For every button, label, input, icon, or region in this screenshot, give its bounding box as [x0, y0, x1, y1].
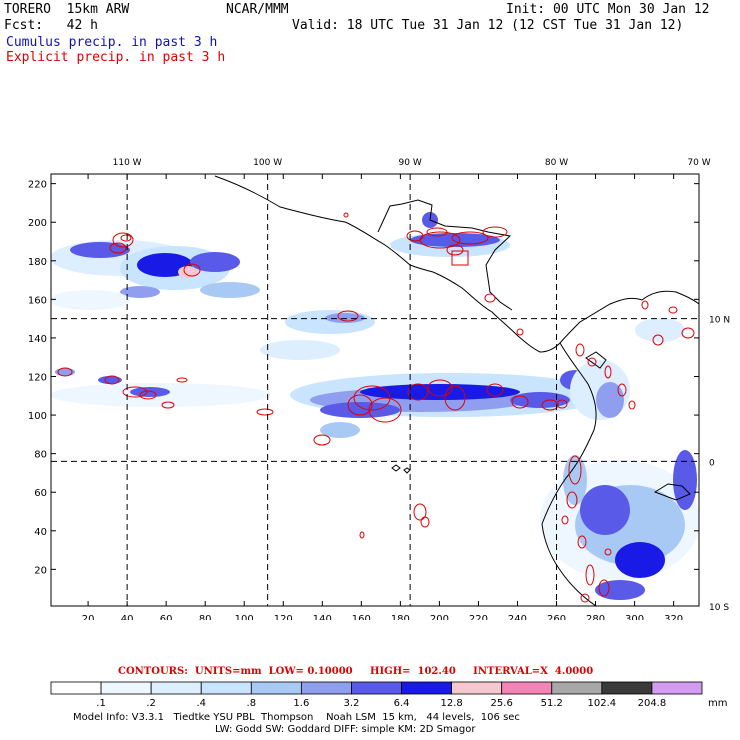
legend-swatch	[551, 681, 603, 695]
cumulus-precip-layer	[51, 212, 699, 600]
legend-level-label: 51.2	[541, 698, 563, 709]
x-tick-label: 220	[469, 614, 488, 620]
y-tick-label: 60	[34, 488, 47, 499]
valid-time: Valid: 18 UTC Tue 31 Jan 12 (12 CST Tue …	[292, 18, 684, 33]
legend-level-label: 204.8	[638, 698, 667, 709]
legend-level-label: 12.8	[440, 698, 462, 709]
legend-level-label: 102.4	[588, 698, 617, 709]
y-tick-label: 80	[34, 450, 47, 461]
longitude-label: 90 W	[399, 158, 422, 168]
legend-swatch	[451, 681, 503, 695]
x-tick-label: 120	[274, 614, 293, 620]
init-time: Init: 00 UTC Mon 30 Jan 12	[506, 2, 710, 17]
latitude-label: 10 S	[709, 603, 729, 613]
legend-swatch	[300, 681, 352, 695]
model-title: TORERO 15km ARW	[4, 2, 130, 17]
x-tick-label: 20	[82, 614, 95, 620]
coastline-layer	[214, 175, 699, 606]
legend-swatch	[250, 681, 302, 695]
legend-level-label: .1	[96, 698, 106, 709]
x-tick-label: 60	[160, 614, 173, 620]
x-tick-label: 160	[352, 614, 371, 620]
x-tick-label: 100	[235, 614, 254, 620]
legend-swatch	[50, 681, 102, 695]
legend-level-label: 1.6	[293, 698, 309, 709]
longitude-label: 110 W	[113, 158, 142, 168]
x-tick-label: 40	[121, 614, 134, 620]
y-tick-label: 40	[34, 527, 47, 538]
latitude-label: 0	[709, 458, 715, 468]
latitude-label: 10 N	[709, 316, 730, 326]
legend-swatch	[100, 681, 152, 695]
x-tick-label: 320	[664, 614, 683, 620]
y-tick-label: 180	[28, 257, 47, 268]
map-border	[50, 173, 700, 607]
x-tick-label: 240	[508, 614, 527, 620]
y-tick-label: 140	[28, 334, 47, 345]
forecast-hour: Fcst: 42 h	[4, 18, 98, 33]
x-tick-label: 80	[199, 614, 212, 620]
y-tick-label: 200	[28, 218, 47, 229]
cumulus-label: Cumulus precip. in past 3 h	[6, 35, 218, 50]
model-info: Model Info: V3.3.1 Tiedtke YSU PBL Thomp…	[73, 712, 520, 723]
legend-swatch	[601, 681, 653, 695]
x-tick-label: 300	[625, 614, 644, 620]
legend-swatch	[401, 681, 453, 695]
color-legend: .1 .2 .4 .8 1.6 3.2 6.4 12.8 25.6 51.2 102.4 204.8 m…	[50, 681, 727, 709]
precip-map: 20 40 60 80 100 120 140 160 180 200 220 240 260 280 30…	[28, 158, 730, 620]
map-frame: 20 40 60 80 100 120 140 160 180 200 220 240 260 280 30…	[28, 158, 730, 620]
legend-swatch	[351, 681, 402, 695]
model-physics: LW: Godd SW: Goddard DIFF: simple KM: 2D…	[215, 724, 476, 735]
y-tick-label: 160	[28, 295, 47, 306]
legend-level-label: 3.2	[344, 698, 360, 709]
legend-level-label: .8	[247, 698, 257, 709]
x-tick-label: 280	[586, 614, 605, 620]
y-tick-label: 20	[34, 565, 47, 576]
legend-level-label: 6.4	[394, 698, 410, 709]
legend-level-label: .2	[146, 698, 156, 709]
legend-level-label: .4	[196, 698, 206, 709]
legend-swatch	[150, 681, 202, 695]
y-tick-label: 100	[28, 411, 47, 422]
org-label: NCAR/MMM	[226, 2, 289, 17]
legend-swatch	[200, 681, 252, 695]
legend-level-label: 25.6	[491, 698, 513, 709]
y-tick-label: 220	[28, 180, 47, 191]
explicit-label: Explicit precip. in past 3 h	[6, 50, 226, 65]
longitude-label: 80 W	[545, 158, 568, 168]
contours-info: CONTOURS: UNITS=mm LOW= 0.10000 HIGH= 10…	[118, 666, 594, 677]
longitude-label: 100 W	[253, 158, 282, 168]
y-tick-label: 120	[28, 373, 47, 384]
explicit-precip-layer	[57, 212, 695, 603]
x-tick-label: 140	[313, 614, 332, 620]
x-tick-label: 200	[430, 614, 449, 620]
longitude-label: 70 W	[687, 158, 710, 168]
x-tick-label: 260	[547, 614, 566, 620]
x-tick-label: 180	[391, 614, 410, 620]
legend-swatch	[501, 681, 553, 695]
legend-swatch	[651, 681, 703, 695]
legend-unit: mm	[708, 698, 727, 709]
